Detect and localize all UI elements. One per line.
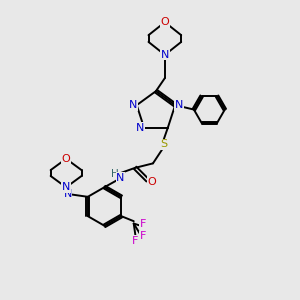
Text: O: O [160, 17, 169, 27]
Text: N: N [62, 182, 70, 192]
Text: O: O [62, 154, 70, 164]
Text: H: H [111, 169, 119, 179]
Text: O: O [148, 177, 156, 187]
Text: F: F [140, 231, 146, 241]
Text: N: N [129, 100, 137, 110]
Text: N: N [116, 172, 124, 183]
Text: F: F [131, 236, 138, 245]
Text: N: N [175, 100, 183, 110]
Text: N: N [63, 189, 72, 200]
Text: S: S [160, 139, 167, 149]
Text: N: N [161, 50, 169, 60]
Text: F: F [140, 220, 146, 230]
Text: N: N [136, 123, 144, 133]
